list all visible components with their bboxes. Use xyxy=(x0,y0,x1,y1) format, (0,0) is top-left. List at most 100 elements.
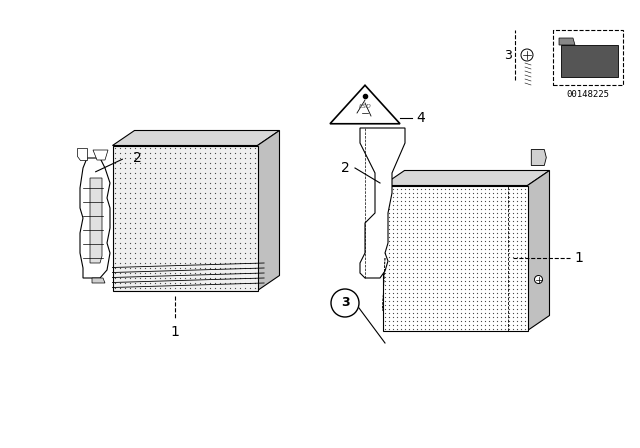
Point xyxy=(387,261,397,268)
Point xyxy=(424,321,434,328)
Point xyxy=(135,284,145,292)
Point xyxy=(240,144,250,151)
Point xyxy=(160,190,170,197)
Point xyxy=(175,155,185,162)
Point xyxy=(250,224,260,232)
Point xyxy=(110,190,120,197)
Point xyxy=(380,205,390,212)
Point xyxy=(150,264,160,271)
Point xyxy=(520,325,530,332)
Point xyxy=(115,185,125,192)
Point xyxy=(170,150,180,157)
Point xyxy=(431,301,442,308)
Point xyxy=(165,264,175,271)
Point xyxy=(419,273,429,280)
Point xyxy=(120,284,130,292)
Point xyxy=(235,250,245,257)
Point xyxy=(495,309,506,316)
Point xyxy=(120,229,130,237)
Point xyxy=(125,215,135,222)
Point xyxy=(235,275,245,282)
Point xyxy=(399,185,410,192)
Point xyxy=(383,321,394,328)
Point xyxy=(463,185,474,192)
Point xyxy=(412,213,422,220)
Point xyxy=(476,193,486,200)
Point xyxy=(403,241,413,248)
Point xyxy=(140,179,150,186)
Point xyxy=(110,220,120,227)
Point xyxy=(235,284,245,292)
Point xyxy=(110,280,120,287)
Point xyxy=(383,197,394,204)
Point xyxy=(230,284,240,292)
Point xyxy=(175,194,185,202)
Point xyxy=(130,234,140,241)
Point xyxy=(125,239,135,246)
Point xyxy=(175,199,185,207)
Point xyxy=(431,273,442,280)
Point xyxy=(463,217,474,224)
Point xyxy=(424,325,434,332)
Point xyxy=(412,317,422,324)
Point xyxy=(419,269,429,276)
Point xyxy=(230,209,240,216)
Text: 2: 2 xyxy=(341,161,350,175)
Point xyxy=(488,297,498,304)
Point xyxy=(190,224,200,232)
Point xyxy=(408,297,418,304)
Point xyxy=(165,280,175,287)
Point xyxy=(210,194,220,202)
Point xyxy=(110,264,120,271)
Point xyxy=(160,239,170,246)
Point xyxy=(140,215,150,222)
Point xyxy=(504,221,514,228)
Point xyxy=(419,321,429,328)
Point xyxy=(160,234,170,241)
Point xyxy=(440,221,450,228)
Point xyxy=(492,225,502,232)
Point xyxy=(396,321,406,328)
Point xyxy=(175,254,185,262)
Point xyxy=(495,289,506,296)
Point xyxy=(170,254,180,262)
Point xyxy=(504,217,514,224)
Point xyxy=(463,189,474,196)
Point xyxy=(511,305,522,312)
Point xyxy=(511,229,522,236)
Point xyxy=(387,185,397,192)
Point xyxy=(463,241,474,248)
Point xyxy=(392,185,402,192)
Point xyxy=(200,209,210,216)
Point xyxy=(444,309,454,316)
Point xyxy=(460,261,470,268)
Point xyxy=(476,297,486,304)
Point xyxy=(447,205,458,212)
Point xyxy=(476,225,486,232)
Point xyxy=(220,245,230,252)
Point xyxy=(492,285,502,292)
Point xyxy=(428,321,438,328)
Point xyxy=(160,194,170,202)
Point xyxy=(499,197,509,204)
Point xyxy=(160,150,170,157)
Point xyxy=(428,185,438,192)
Point xyxy=(380,277,390,284)
Point xyxy=(170,185,180,192)
Point xyxy=(175,239,185,246)
Point xyxy=(225,194,235,202)
Point xyxy=(444,201,454,208)
Point xyxy=(424,257,434,264)
Point xyxy=(235,190,245,197)
Point xyxy=(412,225,422,232)
Point xyxy=(440,197,450,204)
Point xyxy=(499,249,509,256)
Point xyxy=(488,237,498,244)
Point xyxy=(383,213,394,220)
Point xyxy=(444,317,454,324)
Point xyxy=(408,245,418,252)
Point xyxy=(511,313,522,320)
Point xyxy=(424,197,434,204)
Point xyxy=(488,205,498,212)
Point xyxy=(175,220,185,227)
